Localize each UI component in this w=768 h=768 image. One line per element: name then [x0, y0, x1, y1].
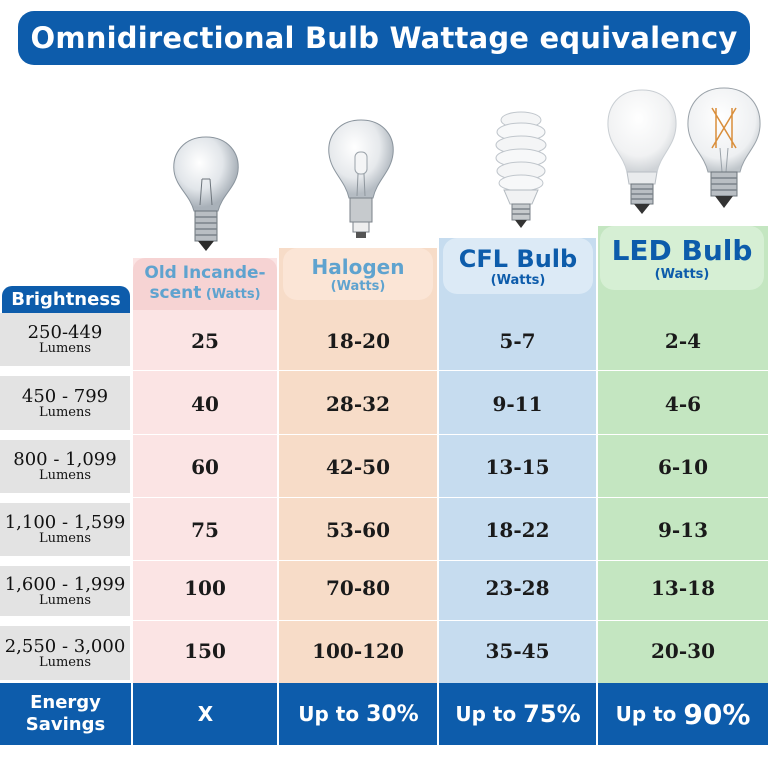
led-frosted-bulb-icon: [607, 89, 677, 214]
incandescent-savings: X: [133, 683, 278, 745]
energy-label-line2: Savings: [25, 714, 106, 735]
cfl-watts: 35-45: [485, 638, 550, 663]
brightness-header: Brightness: [2, 286, 130, 313]
title-banner: Omnidirectional Bulb Wattage equivalency: [18, 11, 750, 65]
halogen-watts: 42-50: [326, 454, 390, 479]
row-divider: [133, 497, 768, 498]
lumens-cell: 250-449 Lumens: [0, 313, 130, 366]
led-savings-pct: 90%: [683, 697, 751, 731]
incandescent-watts: 100: [184, 576, 226, 600]
lumens-range: 800 - 1,099: [13, 449, 117, 470]
incandescent-watts: 75: [191, 517, 219, 542]
lumens-unit: Lumens: [38, 592, 92, 608]
lumens-cell: 2,550 - 3,000 Lumens: [0, 626, 130, 680]
lumens-cell: 1,100 - 1,599 Lumens: [0, 503, 130, 556]
halogen-watts: 100-120: [312, 638, 404, 663]
lumens-unit: Lumens: [38, 404, 92, 420]
led-watts: 6-10: [657, 454, 709, 479]
cfl-watts: 13-15: [485, 454, 550, 479]
cfl-savings-prefix: Up to: [455, 702, 524, 726]
lumens-cell: 800 - 1,099 Lumens: [0, 440, 130, 493]
incandescent-watts: 60: [191, 454, 219, 479]
incandescent-unit: (Watts): [205, 287, 261, 302]
energy-label-line1: Energy: [30, 692, 101, 713]
led-header: LED Bulb (Watts): [600, 226, 764, 290]
led-watts: 4-6: [664, 391, 702, 416]
energy-savings-bar: [0, 683, 768, 745]
incandescent-name-line2: scent: [149, 283, 202, 303]
led-filament-bulb-icon: [687, 87, 761, 208]
halogen-watts: 53-60: [326, 517, 390, 542]
cfl-header: CFL Bulb (Watts): [443, 238, 593, 294]
cfl-savings: Up to 75%: [439, 683, 597, 745]
led-watts: 13-18: [651, 576, 715, 600]
incandescent-column: [133, 258, 277, 683]
energy-divider: [131, 683, 133, 745]
row-divider: [133, 434, 768, 435]
halogen-watts: 18-20: [326, 328, 390, 353]
halogen-name: Halogen: [311, 254, 405, 279]
halogen-watts: 28-32: [326, 391, 390, 416]
cfl-watts: 23-28: [485, 576, 550, 600]
led-watts: 9-13: [657, 517, 709, 542]
lumens-unit: Lumens: [38, 654, 92, 670]
cfl-column: [439, 238, 596, 683]
lumens-range: 1,600 - 1,999: [4, 573, 126, 595]
lumens-range: 250-449: [27, 322, 103, 343]
halogen-header: Halogen (Watts): [283, 248, 433, 300]
incandescent-name-line1: Old Incande-: [144, 263, 266, 283]
incandescent-bulb-icon: [173, 136, 239, 251]
led-savings-prefix: Up to: [615, 702, 684, 726]
energy-savings-label: Energy Savings: [0, 683, 131, 745]
cfl-unit: (Watts): [490, 272, 546, 288]
row-divider: [133, 560, 768, 561]
energy-divider: [596, 683, 598, 745]
led-name: LED Bulb: [611, 233, 753, 267]
halogen-column: [279, 248, 437, 683]
cfl-watts: 18-22: [485, 517, 550, 542]
incandescent-watts: 40: [191, 391, 219, 416]
lumens-cell: 1,600 - 1,999 Lumens: [0, 566, 130, 616]
led-watts: 2-4: [664, 328, 702, 353]
halogen-watts: 70-80: [326, 576, 390, 600]
energy-divider: [277, 683, 279, 745]
lumens-range: 2,550 - 3,000: [4, 635, 126, 657]
halogen-savings: Up to 30%: [279, 683, 438, 745]
cfl-bulb-icon: [495, 111, 547, 228]
led-unit: (Watts): [654, 266, 710, 282]
energy-divider: [437, 683, 439, 745]
halogen-savings-prefix: Up to: [298, 702, 367, 726]
incandescent-watts: 150: [184, 638, 226, 663]
lumens-unit: Lumens: [38, 531, 92, 546]
led-column: [598, 226, 768, 683]
cfl-name: CFL Bulb: [458, 244, 578, 273]
halogen-savings-pct: 30%: [366, 701, 419, 727]
lumens-range: 450 - 799: [21, 385, 109, 407]
incandescent-watts: 25: [191, 328, 219, 353]
halogen-unit: (Watts): [330, 278, 386, 294]
page-title: Omnidirectional Bulb Wattage equivalency: [30, 21, 738, 55]
halogen-bulb-icon: [328, 119, 394, 238]
led-savings: Up to 90%: [598, 683, 768, 745]
cfl-watts: 5-7: [499, 328, 536, 353]
cfl-savings-pct: 75%: [523, 700, 581, 728]
lumens-unit: Lumens: [38, 341, 92, 356]
led-watts: 20-30: [651, 638, 715, 663]
row-divider: [133, 370, 768, 371]
incandescent-header: Old Incande- scent (Watts): [133, 258, 277, 310]
cfl-watts: 9-11: [492, 391, 543, 416]
lumens-unit: Lumens: [38, 468, 92, 483]
incandescent-savings-value: X: [197, 702, 214, 726]
lumens-cell: 450 - 799 Lumens: [0, 376, 130, 430]
lumens-range: 1,100 - 1,599: [4, 512, 126, 533]
row-divider: [133, 620, 768, 621]
